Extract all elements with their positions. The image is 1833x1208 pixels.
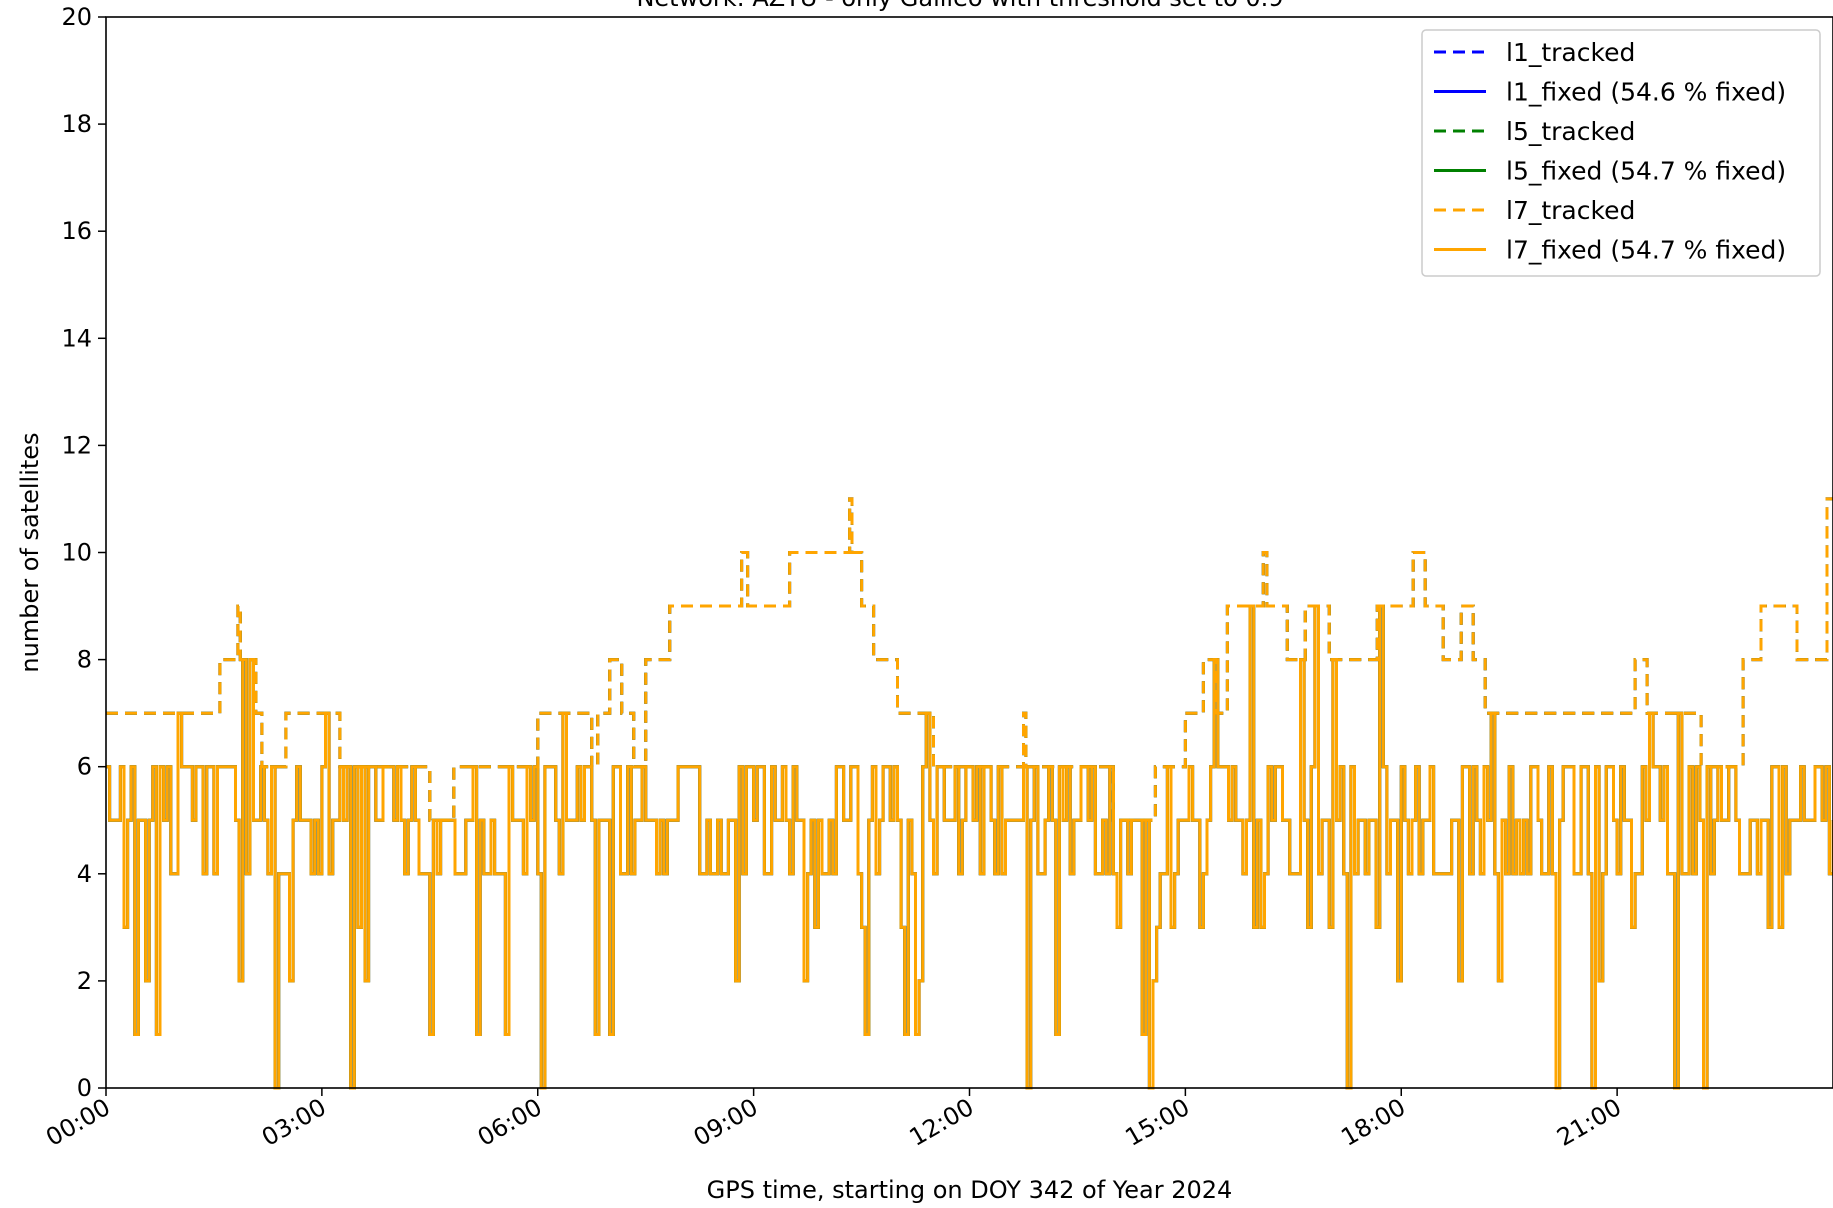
y-tick-label: 0 bbox=[77, 1074, 92, 1102]
y-tick-label: 12 bbox=[61, 431, 92, 459]
y-tick-label: 16 bbox=[61, 217, 92, 245]
legend-label: l1_fixed (54.6 % fixed) bbox=[1506, 78, 1786, 107]
legend-label: l1_tracked bbox=[1506, 38, 1635, 67]
legend: l1_tracked l1_fixed (54.6 % fixed) l5_trac… bbox=[1421, 29, 1821, 277]
y-tick-label: 14 bbox=[61, 324, 92, 352]
series-layer bbox=[106, 497, 1833, 1090]
y-tick-label: 18 bbox=[61, 110, 92, 138]
y-tick-label: 2 bbox=[77, 967, 92, 995]
legend-box bbox=[1421, 29, 1821, 277]
y-tick-label: 10 bbox=[61, 539, 92, 567]
legend-label: l5_fixed (54.7 % fixed) bbox=[1506, 157, 1786, 186]
legend-label: l7_tracked bbox=[1506, 196, 1635, 225]
y-tick-label: 20 bbox=[61, 3, 92, 31]
y-tick-label: 4 bbox=[77, 860, 92, 888]
chart-title: Network: AZTU - only Galileo with thresh… bbox=[636, 0, 1283, 12]
legend-label: l7_fixed (54.7 % fixed) bbox=[1506, 236, 1786, 265]
x-axis-label: GPS time, starting on DOY 342 of Year 20… bbox=[707, 1176, 1233, 1204]
series-line-4 bbox=[106, 497, 1833, 822]
legend-label: l5_tracked bbox=[1506, 117, 1635, 146]
series-line-5 bbox=[106, 604, 1833, 1090]
y-axis-label: number of satellites bbox=[16, 432, 44, 672]
y-tick-label: 6 bbox=[77, 753, 92, 781]
y-axis-ticks: 0 2 4 6 8 10 12 14 16 18 20 bbox=[61, 3, 106, 1102]
y-tick-label: 8 bbox=[77, 646, 92, 674]
